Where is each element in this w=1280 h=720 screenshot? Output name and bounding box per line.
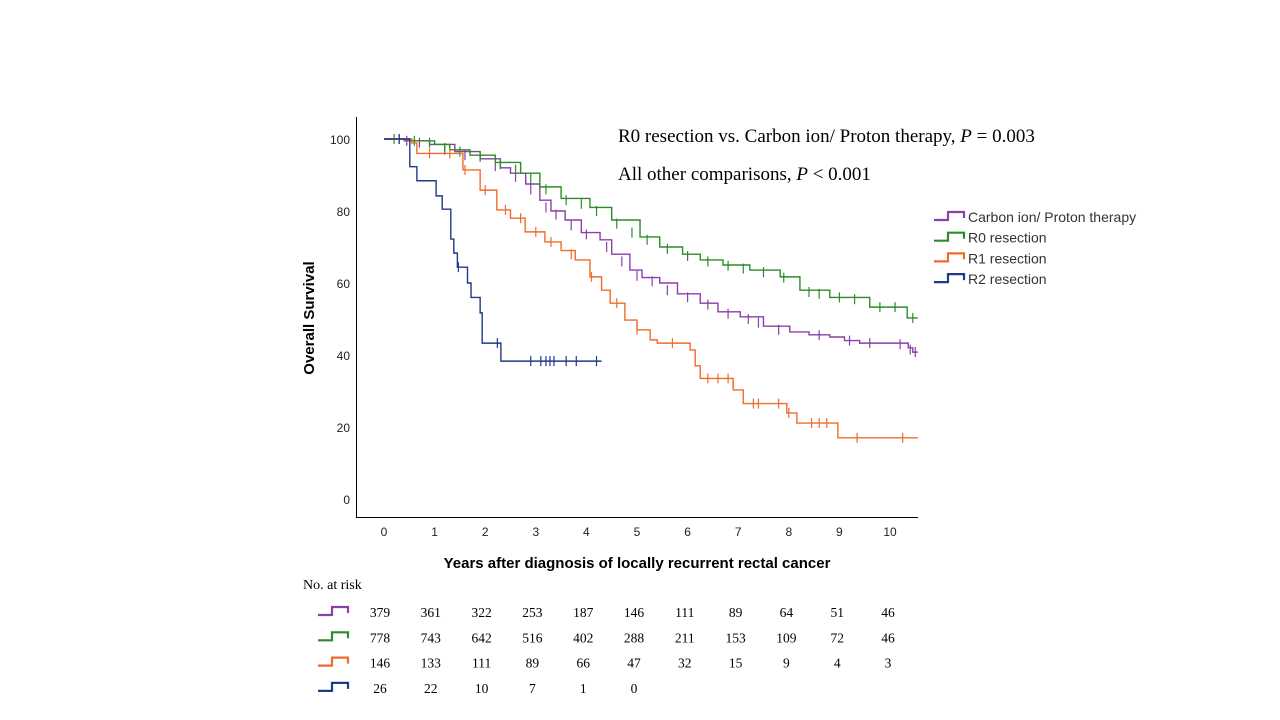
risk-count: 642 [471,630,491,645]
annotation-p-value: < 0.001 [808,164,871,185]
series-r1-resection [384,134,918,443]
risk-count: 26 [373,681,387,696]
y-tick-labels: 0 20 40 60 80 100 [330,133,350,507]
legend-label: R2 resection [968,271,1047,287]
risk-table-row: 379 361 322 253 187 146 111 89 64 51 46 [318,605,895,620]
x-tick-label: 7 [735,525,742,539]
risk-count: 89 [526,656,540,671]
y-tick-label: 100 [330,133,350,147]
risk-count: 72 [830,630,844,645]
risk-count: 402 [573,630,593,645]
risk-count: 10 [475,681,489,696]
risk-count: 15 [729,656,743,671]
risk-count: 111 [675,605,694,620]
risk-row-step-icon [318,681,350,692]
risk-count: 89 [729,605,743,620]
legend-step-icon [934,273,966,284]
risk-count: 46 [881,605,895,620]
risk-count: 9 [783,656,790,671]
y-tick-label: 20 [337,421,351,435]
y-axis-title: Overall Survival [301,261,318,374]
legend-step-icon [934,210,966,222]
legend: Carbon ion/ Proton therapy R0 resection R1… [934,209,1136,287]
series-r0-resection [384,134,918,323]
survival-curves [384,134,918,443]
risk-row-step-icon [318,605,350,617]
annotation-p-value: = 0.003 [972,126,1035,147]
risk-count: 32 [678,656,692,671]
y-tick-label: 0 [343,493,350,507]
risk-count: 22 [424,681,438,696]
risk-count: 0 [631,681,638,696]
risk-count: 253 [522,605,543,620]
legend-label: R1 resection [968,250,1047,266]
x-tick-label: 10 [883,525,897,539]
legend-label: R0 resection [968,230,1047,246]
survival-step-line [384,138,918,439]
y-tick-label: 40 [337,349,351,363]
x-tick-label: 4 [583,525,590,539]
x-tick-label: 3 [532,525,539,539]
x-tick-label: 2 [482,525,489,539]
risk-count: 153 [725,630,746,645]
legend-item: R0 resection [934,230,1047,246]
annotation-r0-vs-carbon: R0 resection vs. Carbon ion/ Proton ther… [618,126,1035,147]
x-tick-labels: 0 1 2 3 4 5 6 7 8 9 10 [381,525,897,539]
risk-count: 146 [624,605,645,620]
legend-label: Carbon ion/ Proton therapy [968,209,1136,225]
annotation-text: All other comparisons, [618,164,796,185]
annotation-other-comparisons: All other comparisons, P < 0.001 [618,164,871,185]
risk-count: 211 [675,630,695,645]
risk-table-title: No. at risk [303,578,362,593]
annotation-p-symbol: P [959,126,972,147]
risk-row-step-icon [318,631,350,642]
risk-count: 743 [421,630,442,645]
legend-item: R2 resection [934,271,1047,287]
risk-count: 47 [627,656,641,671]
risk-count: 46 [881,630,895,645]
risk-count: 3 [885,656,892,671]
y-tick-label: 80 [337,205,351,219]
x-tick-label: 5 [634,525,641,539]
legend-item: R1 resection [934,250,1047,266]
risk-count: 111 [472,656,491,671]
risk-table-row: 778 743 642 516 402 288 211 153 109 72 46 [318,630,895,645]
risk-count: 146 [370,656,391,671]
risk-table-row: 26 22 10 7 1 0 [318,681,638,696]
legend-step-icon [934,252,966,263]
series-r2-resection [384,134,602,367]
x-tick-label: 9 [836,525,843,539]
survival-step-line [384,138,918,319]
risk-count: 109 [776,630,797,645]
x-axis-title: Years after diagnosis of locally recurre… [444,555,831,572]
legend-step-icon [934,231,966,242]
risk-count: 7 [529,681,536,696]
y-tick-label: 60 [337,277,351,291]
risk-count: 361 [421,605,441,620]
risk-count: 516 [522,630,543,645]
risk-count: 133 [421,656,442,671]
risk-count: 322 [471,605,491,620]
legend-item: Carbon ion/ Proton therapy [934,209,1136,225]
x-tick-label: 0 [381,525,388,539]
risk-count: 379 [370,605,391,620]
annotation-text: R0 resection vs. Carbon ion/ Proton ther… [618,126,960,147]
x-tick-label: 6 [684,525,691,539]
risk-count: 4 [834,656,841,671]
risk-count: 64 [780,605,794,620]
x-tick-label: 8 [785,525,792,539]
risk-count: 187 [573,605,594,620]
annotation-p-symbol: P [795,164,808,185]
risk-table-row: 146 133 111 89 66 47 32 15 9 4 3 [318,656,892,671]
x-tick-label: 1 [431,525,438,539]
risk-count: 288 [624,630,645,645]
survival-step-line [384,138,602,362]
risk-row-step-icon [318,656,350,667]
risk-count: 778 [370,630,391,645]
risk-count: 66 [576,656,590,671]
risk-count: 1 [580,681,587,696]
risk-count: 51 [830,605,844,620]
